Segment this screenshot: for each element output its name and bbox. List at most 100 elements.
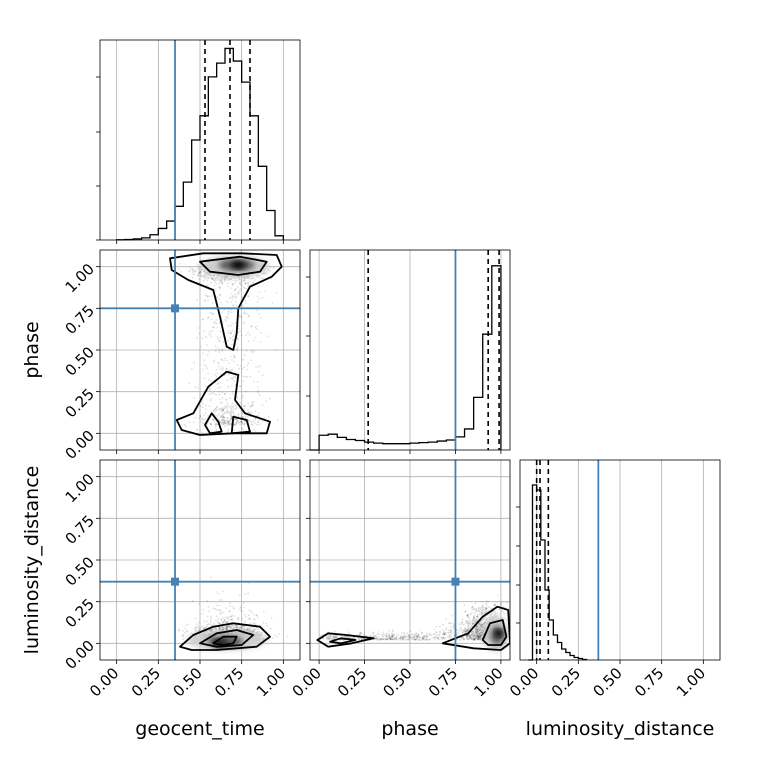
sample-point — [478, 636, 481, 638]
sample-point — [231, 385, 233, 387]
sample-point — [471, 631, 474, 634]
sample-point — [201, 406, 204, 409]
sample-point — [470, 631, 473, 633]
sample-point — [416, 635, 418, 638]
sample-point — [223, 619, 226, 622]
sample-point — [230, 416, 233, 418]
sample-point — [224, 622, 227, 624]
sample-point — [206, 620, 209, 623]
sample-point — [233, 626, 236, 629]
sample-point — [193, 396, 195, 399]
sample-point — [384, 638, 387, 641]
sample-point — [215, 393, 218, 396]
sample-point — [476, 632, 479, 635]
sample-point — [236, 293, 239, 295]
sample-point — [212, 409, 215, 412]
sample-point — [209, 629, 211, 631]
sample-point — [385, 633, 388, 635]
sample-point — [389, 636, 391, 638]
sample-point — [219, 622, 222, 625]
sample-point — [245, 629, 248, 632]
sample-point — [239, 282, 242, 285]
sample-point — [246, 628, 249, 631]
sample-point — [469, 635, 471, 638]
sample-point — [335, 635, 337, 638]
sample-point — [210, 398, 212, 400]
sample-point — [490, 612, 492, 614]
sample-point — [247, 331, 249, 334]
sample-point — [361, 638, 363, 641]
sample-point — [221, 620, 224, 623]
sample-point — [215, 428, 218, 431]
sample-point — [475, 632, 478, 634]
sample-point — [256, 614, 258, 617]
sample-point — [242, 280, 245, 282]
sample-point — [243, 354, 246, 356]
sample-point — [475, 634, 478, 636]
sample-point — [238, 282, 241, 285]
y-tick-label: 0.50 — [62, 553, 98, 589]
sample-point — [472, 633, 475, 635]
sample-point — [476, 615, 479, 617]
sample-point — [334, 636, 336, 639]
sample-point — [246, 629, 249, 632]
sample-point — [260, 331, 262, 334]
x-tick-label: 1.00 — [673, 664, 709, 700]
sample-point — [228, 422, 231, 425]
sample-point — [479, 635, 482, 638]
sample-point — [481, 613, 483, 616]
sample-point — [217, 622, 220, 624]
sample-point — [443, 633, 445, 636]
sample-point — [442, 633, 445, 636]
sample-point — [232, 405, 234, 408]
sample-point — [261, 420, 264, 422]
sample-point — [229, 332, 232, 334]
sample-point — [477, 638, 480, 641]
sample-point — [237, 413, 239, 416]
sample-point — [241, 428, 244, 431]
sample-point — [448, 634, 451, 636]
sample-point — [479, 638, 482, 640]
sample-point — [477, 638, 479, 640]
sample-point — [432, 633, 435, 636]
sample-point — [442, 636, 445, 639]
sample-point — [472, 619, 474, 622]
sample-point — [203, 627, 206, 630]
sample-point — [248, 622, 251, 625]
sample-point — [216, 372, 219, 375]
sample-point — [232, 412, 235, 415]
sample-point — [218, 627, 221, 630]
sample-point — [250, 359, 252, 362]
sample-point — [218, 322, 221, 325]
sample-point — [196, 428, 199, 431]
sample-point — [237, 325, 240, 328]
sample-point — [215, 627, 218, 630]
sample-point — [219, 421, 222, 424]
sample-point — [480, 631, 483, 634]
sample-point — [221, 628, 223, 631]
sample-point — [477, 635, 479, 638]
sample-point — [237, 616, 240, 619]
sample-point — [257, 420, 259, 423]
sample-point — [191, 276, 194, 279]
sample-point — [485, 609, 488, 612]
sample-point — [479, 607, 482, 609]
sample-point — [188, 270, 191, 273]
sample-point — [188, 421, 191, 424]
sample-point — [206, 295, 209, 298]
sample-point — [220, 407, 223, 410]
sample-point — [422, 638, 425, 641]
sample-point — [216, 406, 219, 408]
sample-point — [199, 271, 201, 274]
sample-point — [211, 329, 214, 332]
sample-point — [209, 274, 211, 276]
sample-point — [203, 274, 206, 277]
x-tick-label: 0.25 — [548, 664, 584, 700]
sample-point — [470, 633, 472, 636]
sample-point — [205, 336, 208, 339]
sample-point — [251, 630, 254, 633]
sample-point — [216, 423, 219, 426]
sample-point — [474, 629, 476, 632]
sample-point — [466, 614, 468, 617]
sample-point — [204, 278, 207, 280]
